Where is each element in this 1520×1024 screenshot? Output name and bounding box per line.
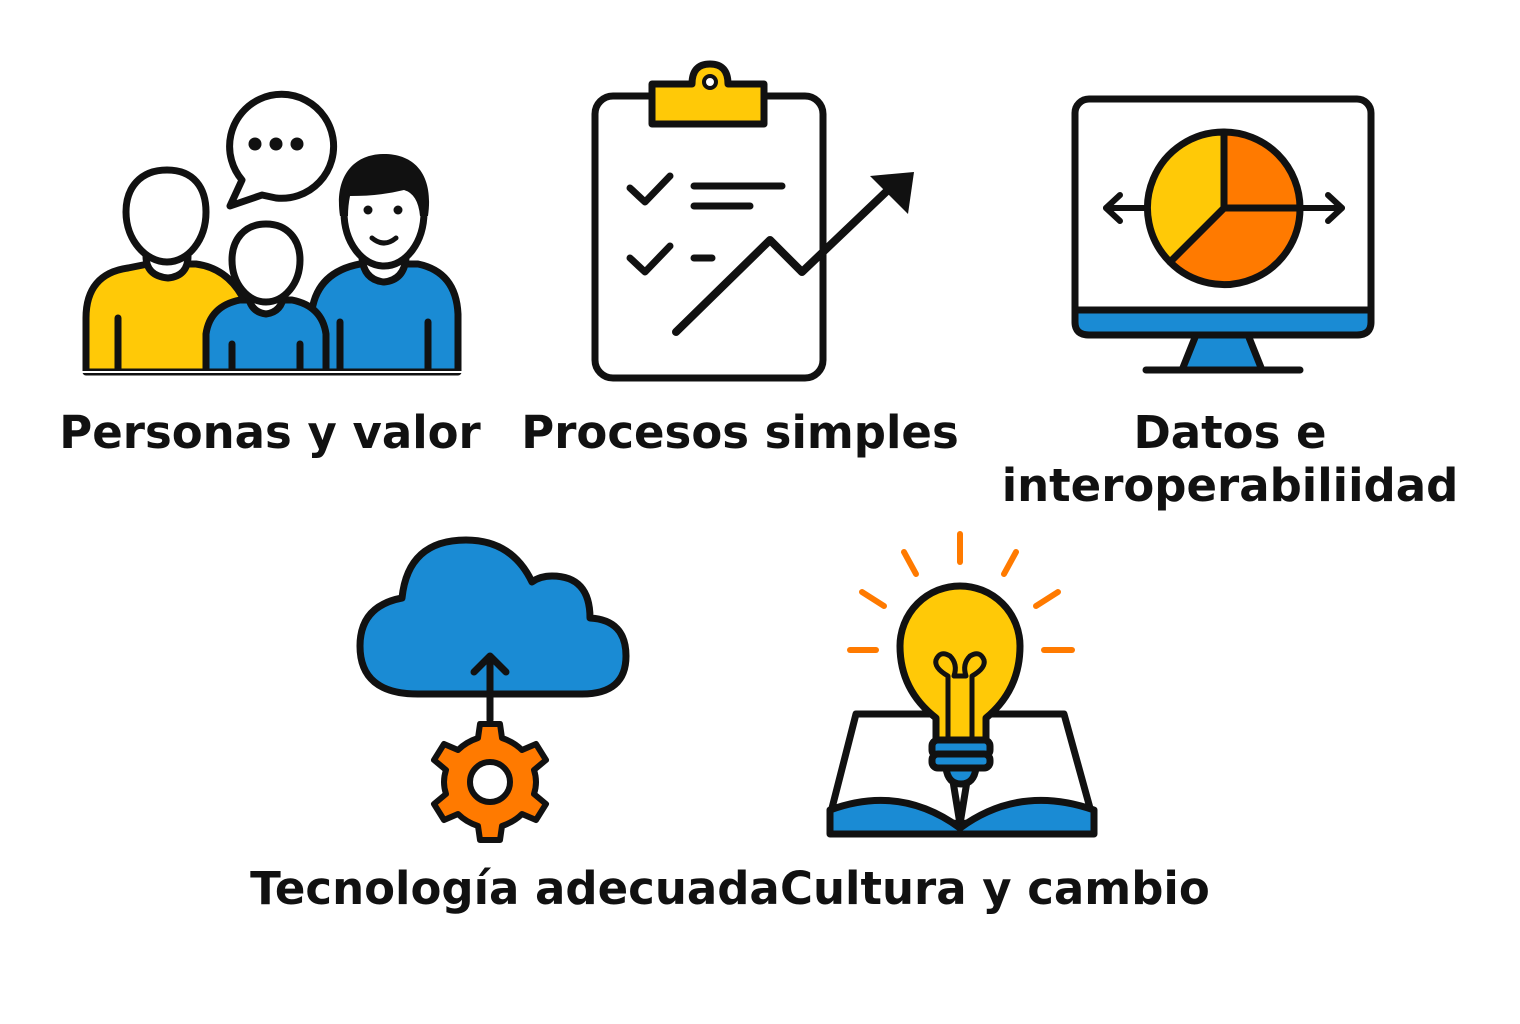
- speech-bubble-icon: [226, 90, 338, 210]
- tile-procesos-simples: Procesos simples: [520, 0, 980, 480]
- monitor-pie-chart-icon: [1071, 95, 1375, 374]
- person-left-icon: [82, 166, 246, 376]
- people-speech-bubble-icon: [82, 90, 462, 376]
- tile-datos-e-interoperabiliidad: Datos e interoperabiliidad: [980, 0, 1520, 520]
- arrow-up-icon: [470, 652, 510, 724]
- lightbulb-open-book-icon: [826, 531, 1098, 838]
- tile-tecnologia-adecuada: Tecnología adecuada: [250, 520, 780, 940]
- tile-personas-y-valor: Personas y valor: [0, 0, 520, 480]
- monitor-bezel: [1071, 306, 1375, 339]
- clipboard-checklist-trend-icon: [591, 60, 914, 382]
- label-datos-e-interoperabiliidad: Datos e interoperabiliidad: [990, 406, 1470, 512]
- person-right-icon: [308, 154, 462, 376]
- cloud-icon: [356, 536, 630, 698]
- trend-arrow-icon: [672, 172, 914, 336]
- checklist-icon: [626, 172, 786, 276]
- label-personas-y-valor: Personas y valor: [59, 406, 481, 459]
- cloud-gear-icon: [356, 536, 630, 843]
- person-middle-icon: [202, 220, 330, 376]
- open-book-icon: [826, 710, 1098, 838]
- light-rays-icon: [847, 531, 1075, 653]
- label-line-1: Datos e: [1133, 406, 1327, 459]
- tile-cultura-y-cambio: Cultura y cambio: [780, 520, 1210, 940]
- clipboard-clip-icon: [648, 60, 768, 128]
- label-cultura-y-cambio: Cultura y cambio: [780, 862, 1210, 915]
- clipboard-board: [591, 92, 827, 382]
- monitor-stand: [1178, 331, 1266, 374]
- label-procesos-simples: Procesos simples: [521, 406, 959, 459]
- gear-icon: [431, 721, 549, 843]
- label-line-2: interoperabiliidad: [1001, 459, 1459, 512]
- label-tecnologia-adecuada: Tecnología adecuada: [250, 862, 780, 915]
- lightbulb-icon: [896, 582, 1024, 788]
- pie-chart-icon: [1144, 128, 1304, 288]
